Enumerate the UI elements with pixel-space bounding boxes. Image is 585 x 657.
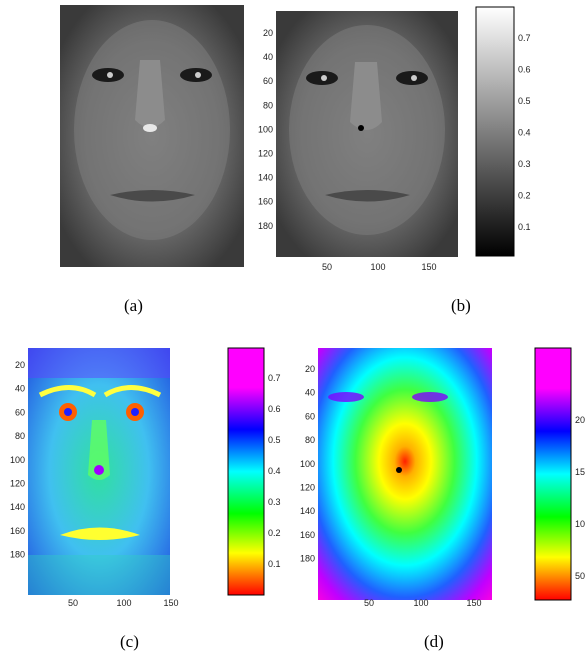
panel-b-colorbar-tick: 0.7 [518,33,531,43]
panel-c-colorbar-tick: 0.3 [268,497,281,507]
panel-c-image [28,348,170,595]
panel-d-x-tick: 100 [413,598,428,608]
panel-d-y-tick: 60 [305,411,315,421]
panel-c-y-tick: 20 [15,360,25,370]
panel-d-image [318,348,492,600]
panel-a-image [60,5,244,267]
panel-c-y-tick: 80 [15,431,25,441]
panel-b-colorbar-tick: 0.4 [518,128,531,138]
caption-d: (d) [424,632,444,651]
panel-c-y-tick: 100 [10,455,25,465]
panel-b-colorbar-tick: 0.1 [518,222,531,232]
panel-d-colorbar-tick: 200 [575,415,585,425]
panel-b-colorbar-tick: 0.2 [518,191,531,201]
panel-b-y-tick: 120 [258,149,273,159]
panel-b-y-tick: 60 [263,76,273,86]
panel-c-x-tick: 150 [163,598,178,608]
panel-d-colorbar-tick: 50 [575,571,585,581]
caption-b: (b) [451,296,471,315]
panel-b-x-tick: 50 [322,262,332,272]
panel-c-colorbar-tick: 0.4 [268,466,281,476]
panel-c-y-tick: 140 [10,502,25,512]
panel-b-y-tick: 180 [258,221,273,231]
caption-c: (c) [120,632,139,651]
panel-c-colorbar-tick: 0.7 [268,373,281,383]
panel-b-colorbar-tick: 0.6 [518,65,531,75]
panel-c-x-tick: 50 [68,598,78,608]
panel-d-y-tick: 100 [300,459,315,469]
panel-d-y-tick: 140 [300,506,315,516]
panel-c-y-tick: 60 [15,407,25,417]
panel-b-y-tick: 140 [258,173,273,183]
panel-c-x-tick: 100 [116,598,131,608]
panel-b-y-tick: 100 [258,124,273,134]
panel-b-y-tick: 160 [258,197,273,207]
panel-b-colorbar-tick: 0.5 [518,96,531,106]
panel-c-y-tick: 180 [10,550,25,560]
panel-c-colorbar-tick: 0.1 [268,559,281,569]
panel-d-y-tick: 40 [305,388,315,398]
panel-d-x-tick: 150 [466,598,481,608]
panel-b-y-tick: 20 [263,28,273,38]
panel-c-colorbar-tick: 0.2 [268,528,281,538]
panel-b-y-tick: 80 [263,100,273,110]
panel-b-y-tick: 40 [263,52,273,62]
panel-c-colorbar [227,347,265,596]
panel-b-colorbar-tick: 0.3 [518,159,531,169]
panel-d-y-tick: 160 [300,530,315,540]
panel-d-y-tick: 20 [305,364,315,374]
panel-d-y-tick: 120 [300,483,315,493]
panel-c-colorbar-tick: 0.6 [268,404,281,414]
panel-b-x-tick: 150 [421,262,436,272]
panel-d-colorbar-tick: 100 [575,519,585,529]
panel-b-colorbar [475,6,515,257]
panel-d-x-tick: 50 [364,598,374,608]
panel-c-y-tick: 160 [10,526,25,536]
panel-d-colorbar [534,347,572,601]
nose-tip-marker [358,125,364,131]
panel-d-y-tick: 80 [305,435,315,445]
distance-map-origin [396,467,402,473]
panel-c-y-tick: 120 [10,479,25,489]
panel-b-image [276,11,458,257]
panel-d-colorbar-tick: 150 [575,467,585,477]
caption-a: (a) [124,296,143,315]
panel-d-y-tick: 180 [300,554,315,564]
panel-b-x-tick: 100 [370,262,385,272]
panel-c-y-tick: 40 [15,384,25,394]
panel-c-colorbar-tick: 0.5 [268,435,281,445]
